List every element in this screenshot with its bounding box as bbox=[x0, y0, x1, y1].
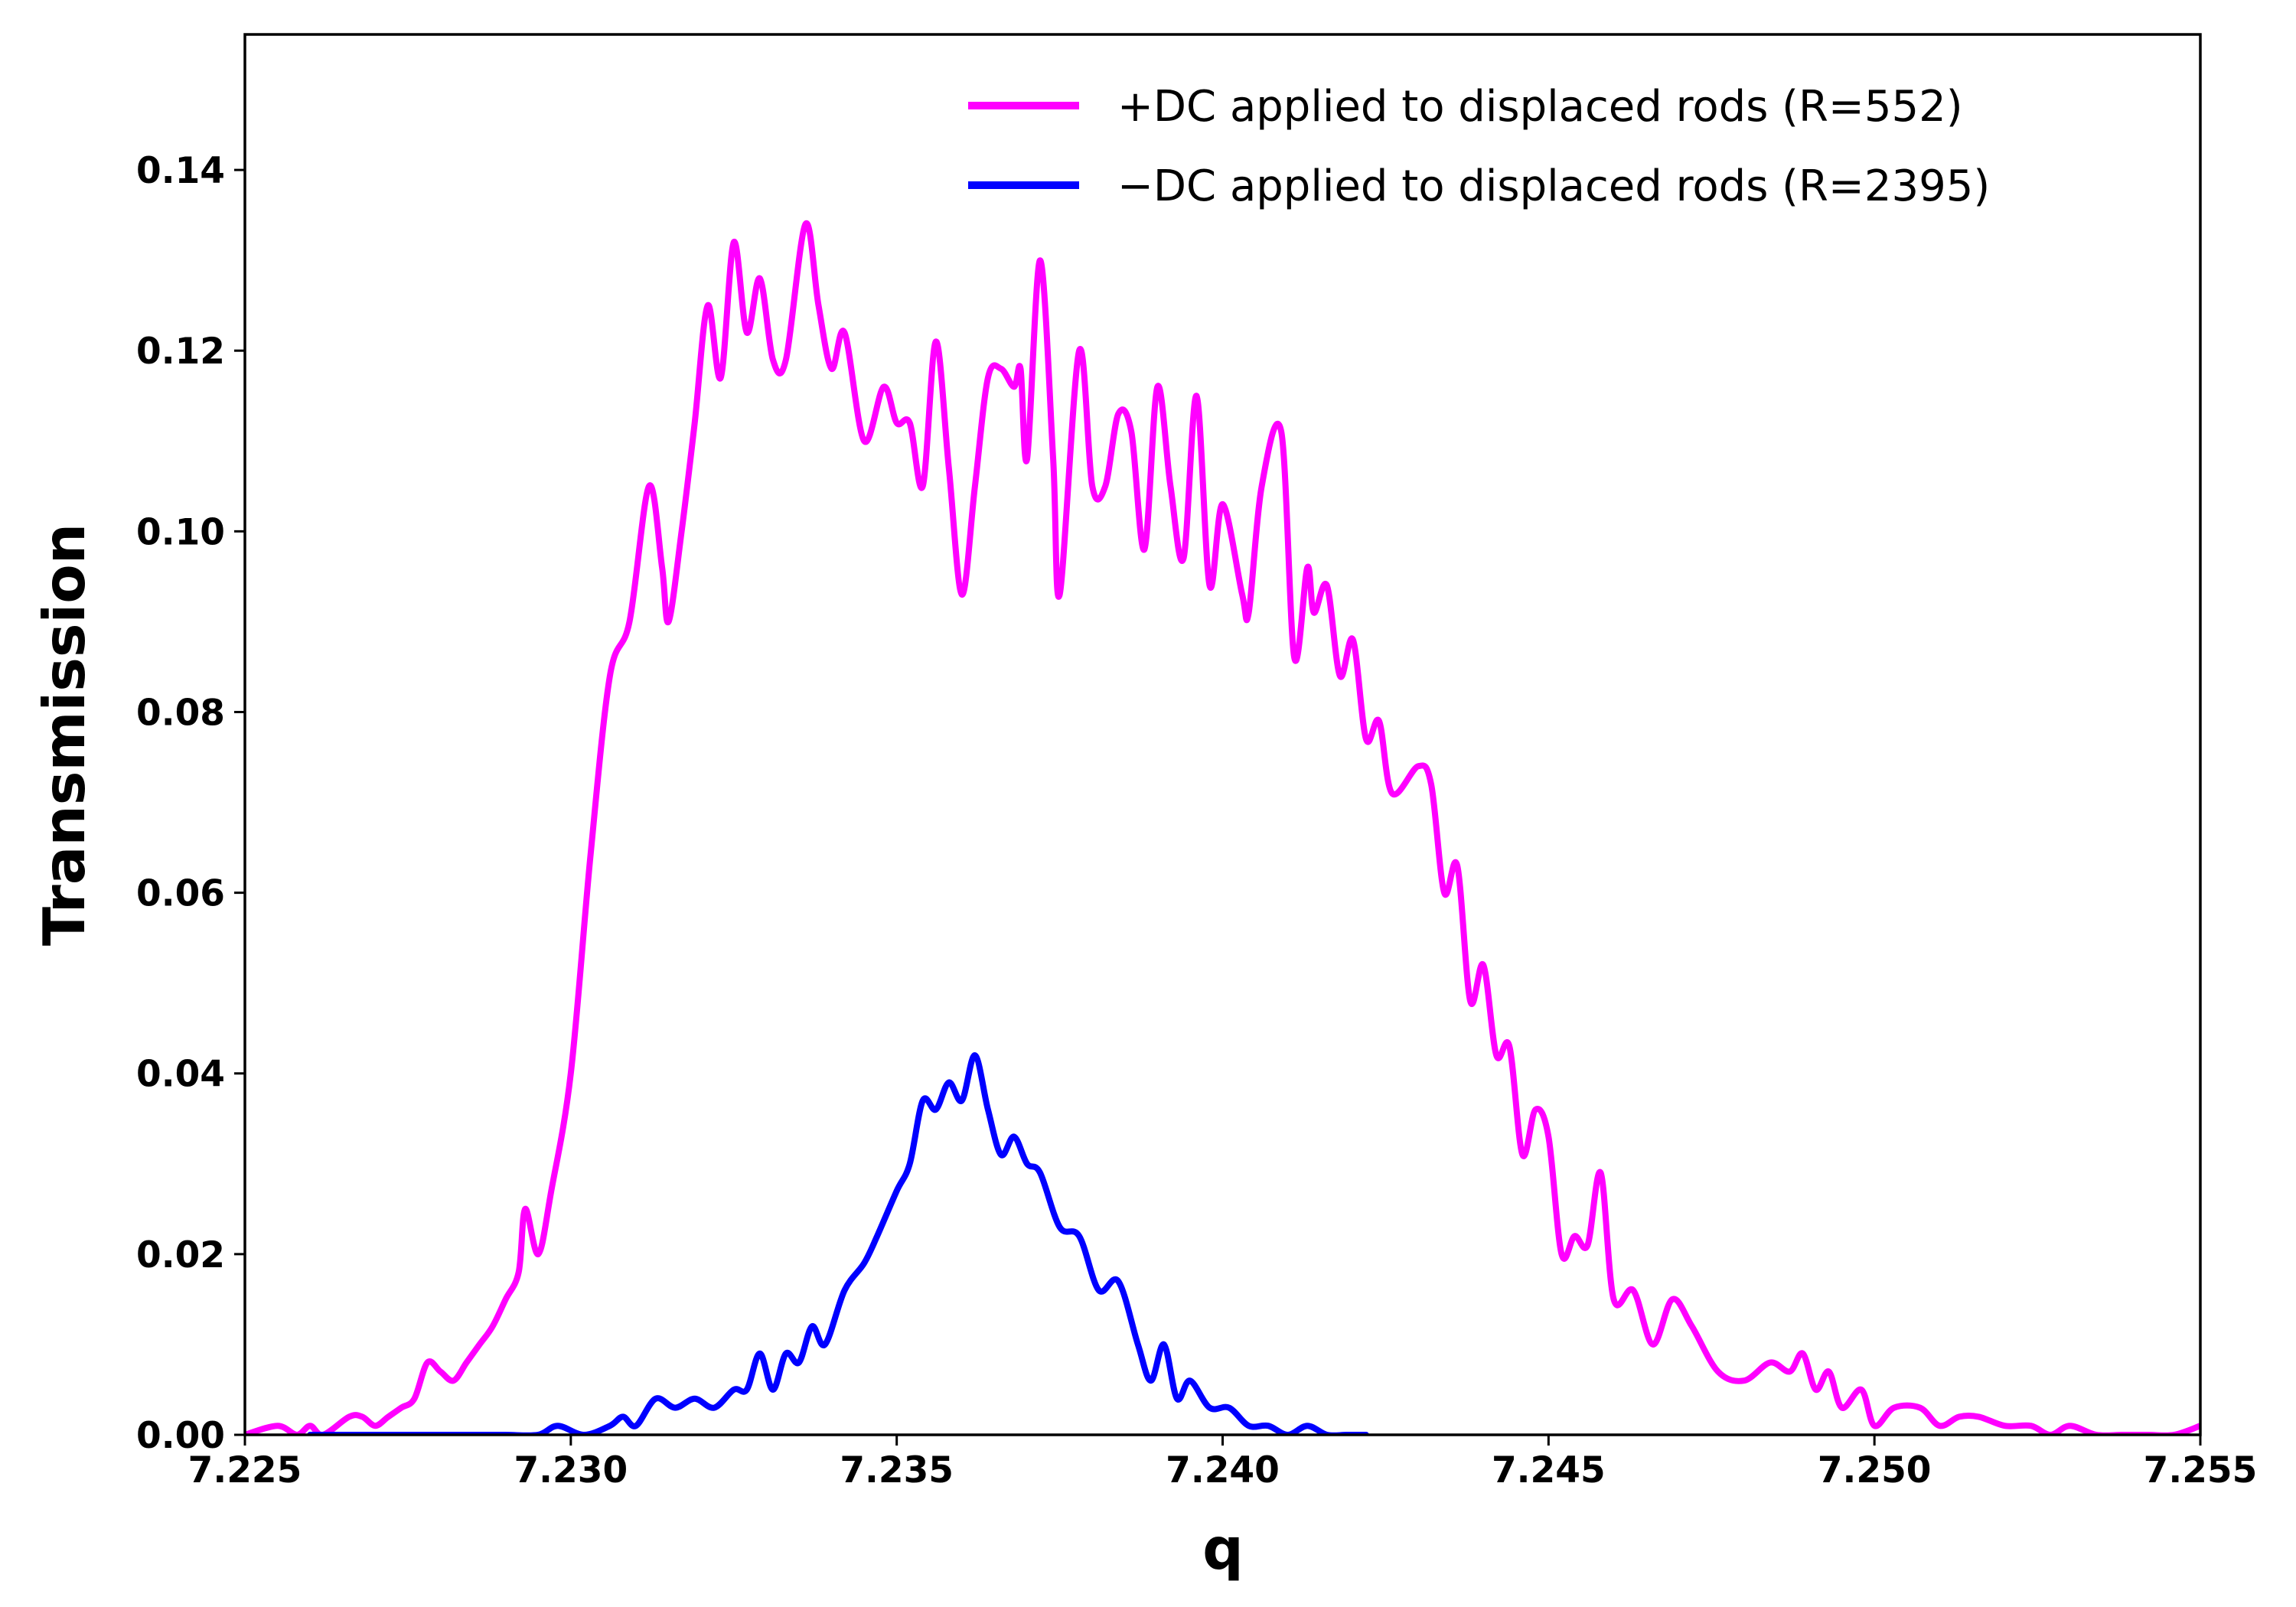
x-axis-ticks: 7.225 7.230 7.235 7.240 7.245 7.250 7.255 bbox=[188, 1435, 2258, 1491]
series-line-2 bbox=[307, 1052, 1369, 1435]
y-tick-label: 0.00 bbox=[136, 1415, 225, 1457]
x-tick-label: 7.225 bbox=[188, 1449, 302, 1491]
x-tick-label: 7.240 bbox=[1166, 1449, 1280, 1491]
y-tick-label: 0.10 bbox=[136, 511, 225, 553]
x-tick-label: 7.250 bbox=[1818, 1449, 1932, 1491]
y-tick-label: 0.06 bbox=[136, 873, 225, 915]
series-layer bbox=[245, 220, 2200, 1435]
legend-label-2: −DC applied to displaced rods (R=2395) bbox=[1117, 161, 1990, 211]
y-tick-label: 0.04 bbox=[136, 1054, 225, 1096]
x-tick-label: 7.255 bbox=[2144, 1449, 2258, 1491]
y-axis-ticks: 0.00 0.02 0.04 0.06 0.08 0.10 0.12 0.14 bbox=[136, 150, 245, 1457]
x-axis-label: q bbox=[1202, 1515, 1244, 1583]
series-line-1 bbox=[245, 220, 2200, 1435]
y-tick-label: 0.12 bbox=[136, 331, 225, 373]
legend-label-1: +DC applied to displaced rods (R=552) bbox=[1117, 82, 1963, 132]
y-axis-label: Transmission bbox=[31, 523, 98, 946]
x-tick-label: 7.245 bbox=[1492, 1449, 1606, 1491]
legend: +DC applied to displaced rods (R=552) −DC… bbox=[968, 82, 1990, 211]
y-tick-label: 0.02 bbox=[136, 1234, 225, 1276]
y-tick-label: 0.14 bbox=[136, 150, 225, 192]
x-tick-label: 7.235 bbox=[840, 1449, 954, 1491]
x-tick-label: 7.230 bbox=[514, 1449, 628, 1491]
y-tick-label: 0.08 bbox=[136, 692, 225, 734]
